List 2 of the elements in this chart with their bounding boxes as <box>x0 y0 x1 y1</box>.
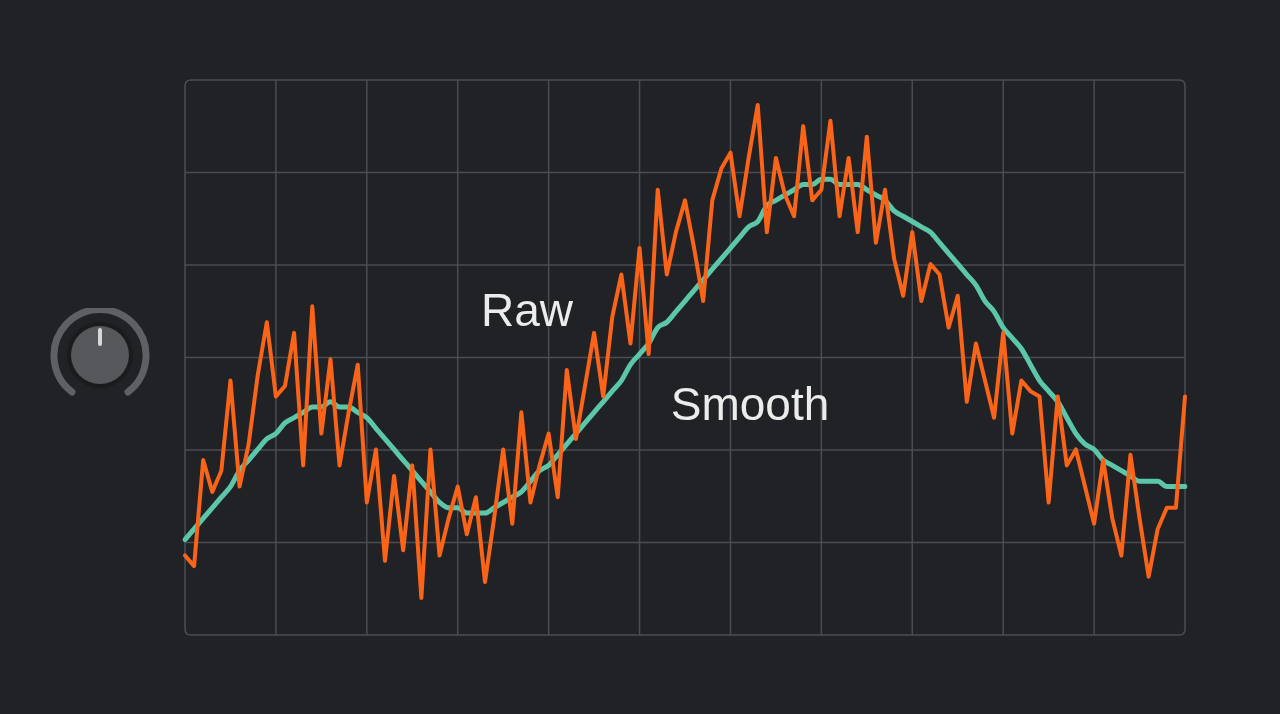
series-label: Raw <box>480 283 574 336</box>
series-label: Smooth <box>670 378 830 431</box>
